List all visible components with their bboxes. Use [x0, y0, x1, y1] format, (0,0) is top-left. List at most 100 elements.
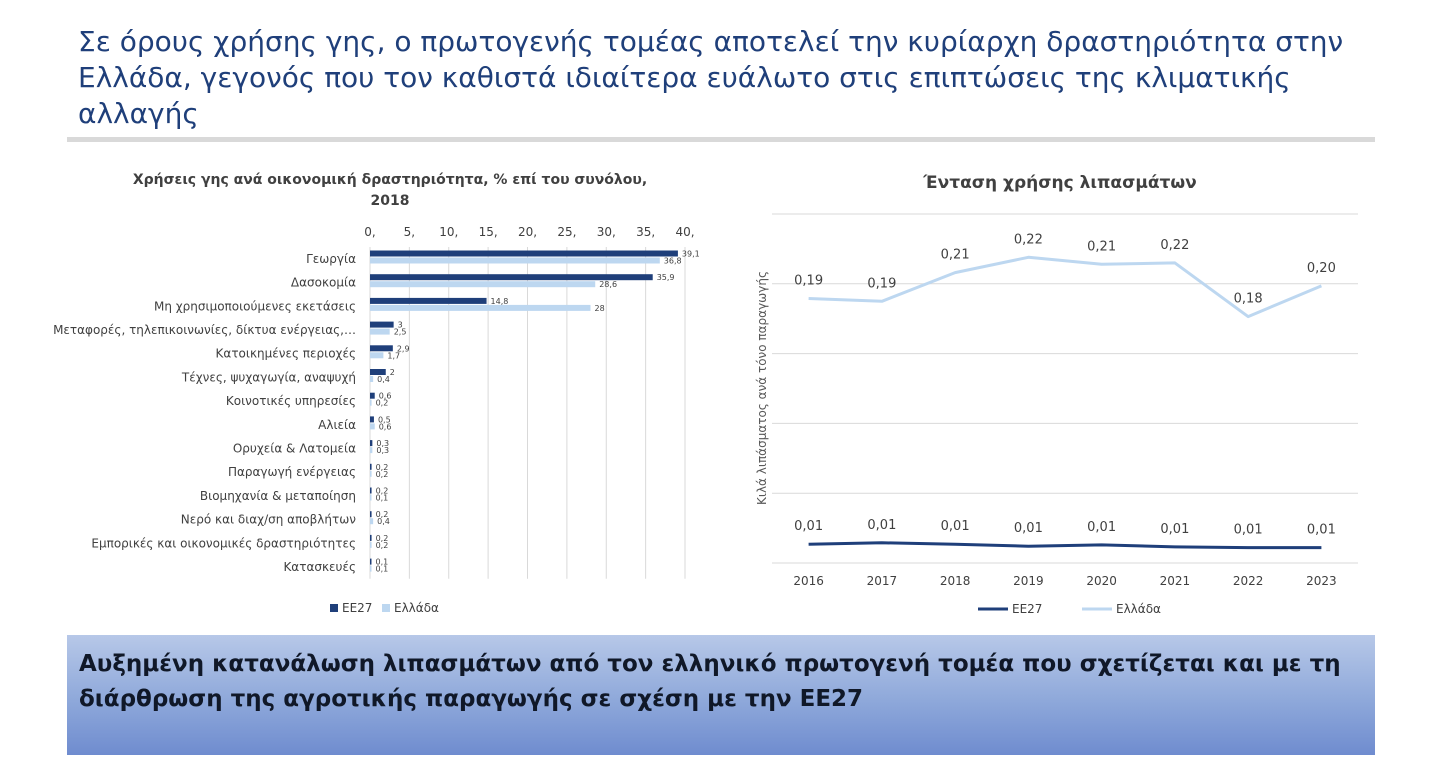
title-divider [67, 137, 1375, 142]
bar-eu27 [370, 250, 678, 257]
bar-data-label: 36,8 [664, 257, 682, 266]
line-data-label: 0,20 [1307, 261, 1336, 276]
bar-legend-swatch [330, 604, 338, 612]
bar-data-label: 2,5 [394, 328, 407, 337]
bar-greece [370, 494, 372, 501]
bar-eu27 [370, 416, 374, 423]
bar-data-label: 0,3 [376, 446, 389, 455]
bar-x-tick-label: 10, [439, 225, 458, 239]
line-data-label: 0,22 [1014, 232, 1043, 247]
bar-data-label: 2 [390, 368, 395, 377]
bar-x-tick-label: 20, [518, 225, 537, 239]
bar-eu27 [370, 487, 372, 494]
bar-data-label: 0,3 [376, 439, 389, 448]
bar-legend-label: ΕΕ27 [342, 601, 372, 615]
line-data-label: 0,01 [1160, 522, 1189, 537]
bar-data-label: 28 [595, 304, 605, 313]
line-data-label: 0,01 [941, 519, 970, 534]
bar-data-label: 0,5 [378, 415, 391, 424]
bar-data-label: 0,2 [376, 470, 389, 479]
bar-data-label: 2,9 [397, 344, 410, 353]
bar-category-label: Μεταφορές, τηλεπικοινωνίες, δίκτυα ενέργ… [53, 323, 356, 337]
bar-data-label: 0,2 [376, 510, 389, 519]
bar-eu27 [370, 297, 487, 304]
bar-category-label: Κατοικημένες περιοχές [216, 347, 356, 361]
line-data-label: 0,18 [1234, 292, 1263, 307]
bar-data-label: 39,1 [682, 250, 700, 259]
banner-text: Αυξημένη κατανάλωση λιπασμάτων από τον ε… [79, 651, 1341, 712]
bar-legend-label: Ελλάδα [394, 601, 439, 615]
bar-category-label: Μη χρησιμοποιούμενες εκετάσεις [154, 299, 356, 313]
line-x-tick-label: 2016 [793, 574, 824, 588]
line-data-label: 0,01 [867, 518, 896, 533]
line-series-greece [808, 255, 1322, 319]
bar-chart-title: Χρήσεις γης ανά οικονομική δραστηριότητα… [120, 170, 660, 212]
bar-category-label: Κοινοτικές υπηρεσίες [226, 394, 356, 408]
bar-eu27 [370, 511, 372, 518]
bar-x-tick-label: 40, [675, 225, 694, 239]
bar-greece [370, 328, 390, 335]
line-data-label: 0,21 [941, 248, 970, 263]
bar-category-label: Βιομηχανία & μεταποίηση [200, 489, 356, 503]
line-x-tick-label: 2021 [1160, 574, 1191, 588]
bar-category-label: Παραγωγή ενέργειας [228, 465, 356, 479]
bar-category-label: Ορυχεία & Λατομεία [233, 441, 356, 455]
line-data-label: 0,19 [867, 276, 896, 291]
line-x-tick-label: 2023 [1306, 574, 1337, 588]
line-data-label: 0,01 [794, 519, 823, 534]
bar-data-label: 28,6 [599, 280, 617, 289]
bar-data-label: 0,4 [377, 517, 390, 526]
bar-category-label: Τέχνες, ψυχαγωγία, αναψυχή [181, 370, 356, 384]
line-series-eu27 [808, 541, 1322, 550]
line-data-label: 0,19 [794, 273, 823, 288]
bar-data-label: 35,9 [657, 273, 675, 282]
bar-data-label: 0,1 [376, 494, 389, 503]
bar-data-label: 3 [398, 321, 403, 330]
bar-greece [370, 447, 373, 454]
bar-x-tick-label: 0, [364, 225, 375, 239]
bar-data-label: 0,2 [376, 541, 389, 550]
bar-greece [370, 281, 596, 288]
bar-greece [370, 565, 372, 572]
bar-greece [370, 423, 375, 430]
bar-chart-title-line2: 2018 [370, 193, 410, 209]
bar-eu27 [370, 369, 386, 375]
bar-eu27 [370, 274, 653, 281]
bar-x-tick-label: 5, [404, 225, 415, 239]
bar-data-label: 0,2 [376, 534, 389, 543]
bar-data-label: 0,2 [376, 487, 389, 496]
line-data-label: 0,01 [1307, 523, 1336, 538]
bar-eu27 [370, 534, 372, 541]
line-x-tick-label: 2022 [1233, 574, 1264, 588]
bar-greece [370, 470, 372, 477]
land-use-bar-chart: 0, 5, 10, 15, 20, 25, 30, 35, 40, Γεωργία Δασοκομί… [53, 225, 700, 615]
line-x-tick-label: 2017 [867, 574, 898, 588]
bar-data-label: 0,2 [376, 463, 389, 472]
bar-data-label: 1,7 [387, 351, 400, 360]
bar-greece [370, 352, 384, 359]
line-legend-label: Ελλάδα [1116, 602, 1161, 616]
bar-x-tick-label: 35, [636, 225, 655, 239]
bar-legend-swatch [382, 604, 390, 612]
bar-eu27 [370, 463, 372, 470]
bar-data-label: 0,6 [379, 392, 392, 401]
bar-greece [370, 376, 374, 382]
line-x-tick-label: 2018 [940, 574, 971, 588]
bar-x-tick-label: 25, [557, 225, 576, 239]
bar-category-label: Νερό και διαχ/ση αποβλήτων [181, 513, 357, 527]
line-data-label: 0,01 [1234, 523, 1263, 538]
line-data-label: 0,01 [1014, 521, 1043, 536]
line-data-label: 0,22 [1160, 238, 1189, 253]
bar-chart-title-line1: Χρήσεις γης ανά οικονομική δραστηριότητα… [132, 172, 648, 188]
line-y-axis-title: Κιλά λιπάσματος ανά τόνο παραγωγής [755, 271, 769, 505]
line-data-label: 0,01 [1087, 520, 1116, 535]
bar-greece [370, 518, 374, 525]
bar-data-label: 0,4 [377, 375, 390, 384]
bar-category-label: Δασοκομία [291, 276, 356, 290]
bar-category-label: Γεωργία [306, 252, 356, 266]
bar-data-label: 0,6 [379, 422, 392, 431]
line-x-tick-label: 2020 [1086, 574, 1117, 588]
bottom-banner: Αυξημένη κατανάλωση λιπασμάτων από τον ε… [67, 635, 1375, 755]
bar-greece [370, 304, 591, 311]
bar-x-tick-label: 15, [479, 225, 498, 239]
